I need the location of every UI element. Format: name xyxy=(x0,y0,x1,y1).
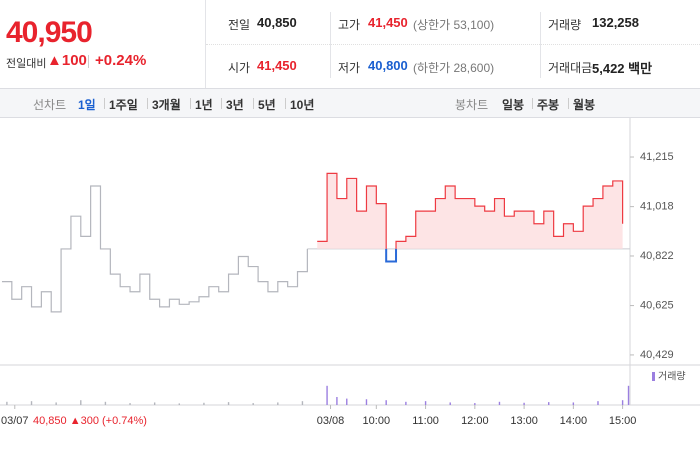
separator xyxy=(88,55,89,68)
stat-label: 거래량 xyxy=(548,18,582,32)
volume-bar xyxy=(277,402,279,405)
stat-value: 40,850 xyxy=(257,15,297,30)
period-tab[interactable]: 3개월 xyxy=(152,98,181,112)
separator xyxy=(190,98,191,109)
stat-label: 저가 xyxy=(338,61,361,75)
x-tick-label: 03/08 xyxy=(317,415,345,427)
volume-bar xyxy=(346,398,348,405)
volume-bar xyxy=(326,385,328,405)
volume-bar xyxy=(227,402,230,405)
stat-value: 5,422 백만 xyxy=(592,61,653,76)
row-divider xyxy=(206,44,700,45)
y-tick-label: 41,018 xyxy=(640,201,674,213)
period-tab[interactable]: 3년 xyxy=(226,98,244,112)
stat-label: 전일 xyxy=(228,18,251,32)
current-price: 40,950 xyxy=(6,16,93,49)
area-fill xyxy=(317,173,623,249)
volume-bar xyxy=(385,400,387,405)
header-border xyxy=(0,88,700,118)
stat-label: 고가 xyxy=(338,18,361,32)
volume-bar xyxy=(80,400,82,405)
volume-bar xyxy=(252,403,254,405)
legend-label: 거래량 xyxy=(658,371,686,383)
volume-bar xyxy=(129,403,131,405)
volume-bar xyxy=(523,402,525,405)
stat-note: (하한가 28,600) xyxy=(413,61,495,75)
x-tick-label: 10:00 xyxy=(363,415,391,427)
period-tab[interactable]: 1년 xyxy=(195,98,213,112)
volume-bar xyxy=(6,401,8,405)
separator xyxy=(253,98,254,109)
period-tab[interactable]: 10년 xyxy=(290,98,315,112)
separator xyxy=(532,98,533,109)
stat-value: 41,450 xyxy=(368,15,408,30)
candle-tab[interactable]: 주봉 xyxy=(537,98,560,112)
volume-bar xyxy=(449,402,451,405)
volume-bar xyxy=(178,403,180,405)
period-tab[interactable]: 5년 xyxy=(258,98,276,112)
candle-tab[interactable]: 월봉 xyxy=(573,98,596,112)
tab-group-label: 선차트 xyxy=(33,98,67,112)
volume-bar xyxy=(474,403,476,405)
volume-bar xyxy=(548,402,550,405)
price-line xyxy=(317,172,624,249)
stat-value: 132,258 xyxy=(592,15,639,30)
stat-value: 41,450 xyxy=(257,58,297,73)
volume-bar xyxy=(424,401,427,405)
separator xyxy=(568,98,569,109)
stat-note: (상한가 53,100) xyxy=(413,18,495,32)
y-tick-label: 41,215 xyxy=(640,151,674,163)
legend-swatch xyxy=(652,372,655,381)
period-tab[interactable]: 1일 xyxy=(78,98,96,112)
separator xyxy=(104,98,105,109)
volume-bar xyxy=(621,400,624,405)
candle-tab[interactable]: 일봉 xyxy=(502,98,525,112)
volume-bar xyxy=(55,402,57,405)
stat-value: 40,800 xyxy=(368,58,408,73)
change: ▲100 xyxy=(47,52,87,69)
y-tick-label: 40,822 xyxy=(640,250,674,262)
separator xyxy=(147,98,148,109)
separator xyxy=(285,98,286,109)
y-tick-label: 40,429 xyxy=(640,349,674,361)
x-tick-label: 14:00 xyxy=(560,415,588,427)
change-rate: +0.24% xyxy=(95,52,147,69)
volume-bar xyxy=(203,402,205,405)
volume-bar xyxy=(405,401,407,405)
volume-bar xyxy=(104,401,107,405)
volume-bar xyxy=(301,401,304,405)
change-label: 전일대비 xyxy=(6,58,47,70)
stat-label: 시가 xyxy=(228,61,251,75)
separator xyxy=(221,98,222,109)
volume-bar xyxy=(336,397,338,405)
volume-bar xyxy=(597,401,599,405)
volume-bar xyxy=(627,385,630,405)
annotation: 40,850 ▲300 (+0.74%) xyxy=(33,415,147,427)
price-line xyxy=(1,185,308,313)
x-tick-label: 15:00 xyxy=(609,415,637,427)
x-tick-label: 12:00 xyxy=(461,415,489,427)
volume-bar xyxy=(365,399,368,405)
volume-bar xyxy=(498,401,501,405)
stat-label: 거래대금 xyxy=(548,61,593,75)
separator xyxy=(330,12,331,78)
x-tick-label: 13:00 xyxy=(510,415,538,427)
x-tick-label: 11:00 xyxy=(412,415,439,427)
tab-group-label: 봉차트 xyxy=(455,98,489,112)
separator xyxy=(540,12,541,78)
volume-bar xyxy=(153,402,156,405)
summary-box xyxy=(0,0,206,88)
y-tick-label: 40,625 xyxy=(640,299,674,311)
period-tab[interactable]: 1주일 xyxy=(109,98,138,112)
volume-bar xyxy=(572,402,575,405)
volume-bar xyxy=(30,401,33,405)
x-tick-label: 03/07 xyxy=(1,415,29,427)
price-chart: 41,215 41,018 40,822 40,625 40,429 03/07 03/08… xyxy=(0,118,700,427)
